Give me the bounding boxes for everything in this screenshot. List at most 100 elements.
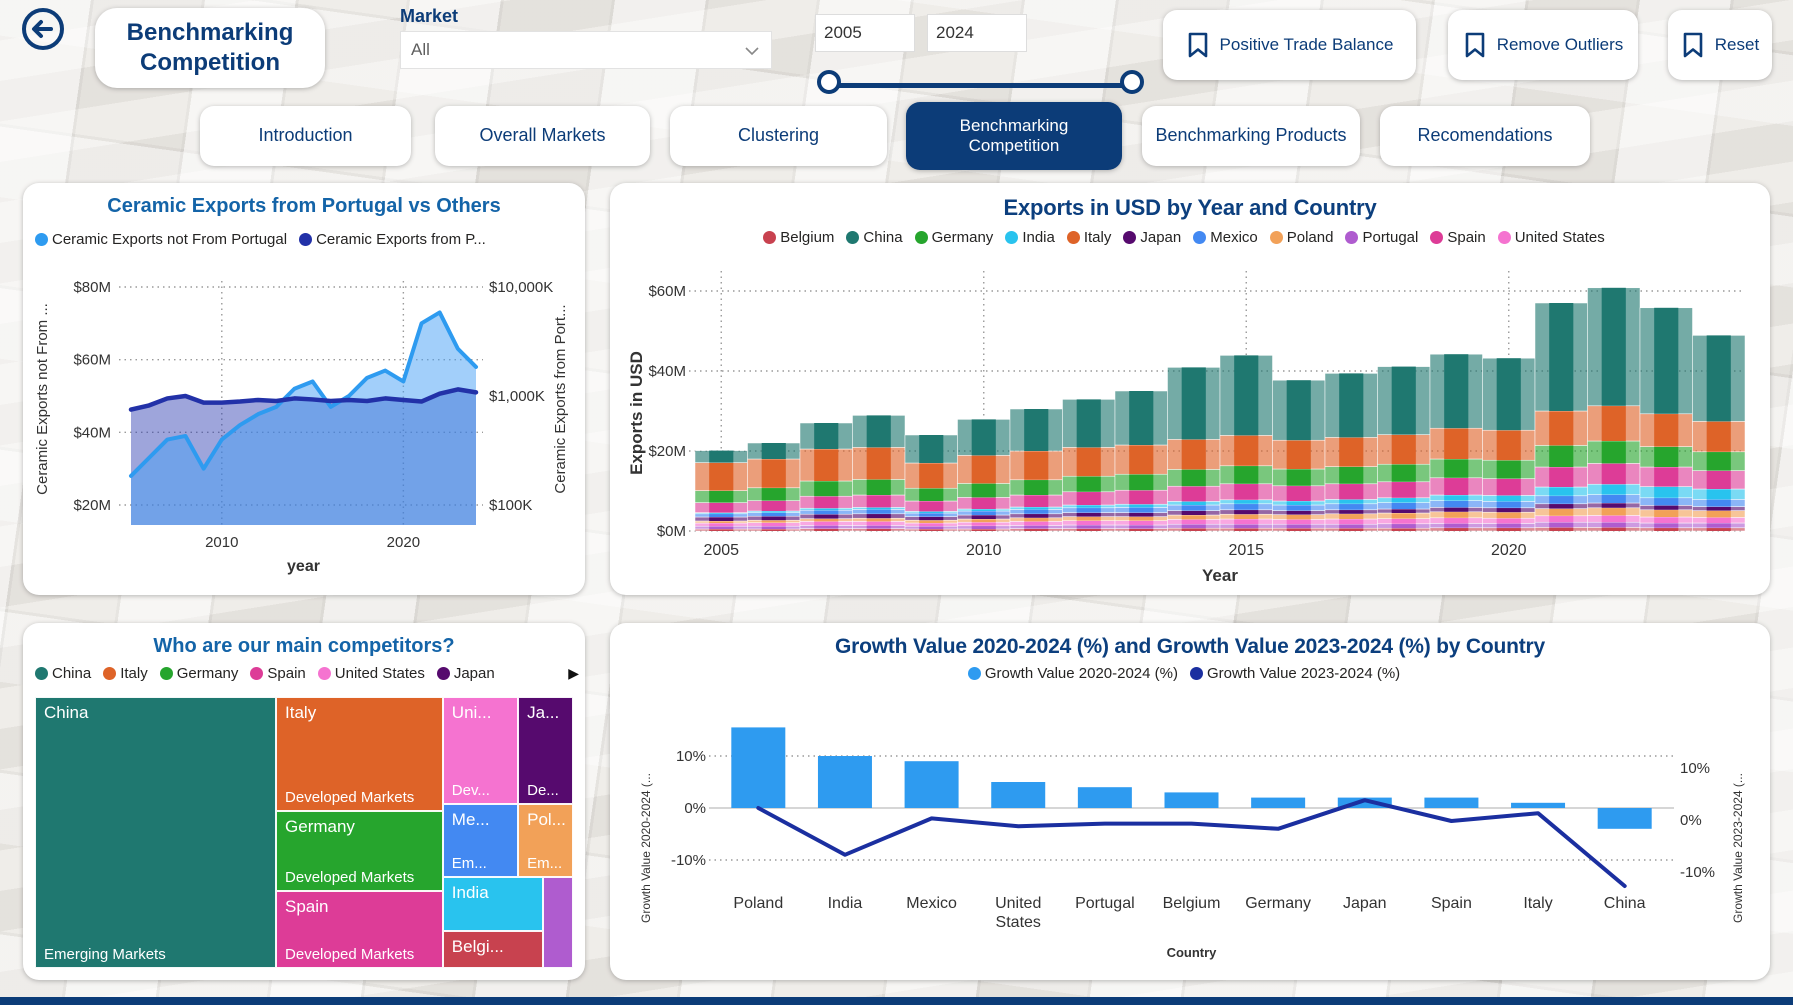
svg-text:Country: Country xyxy=(1167,945,1218,960)
svg-text:$40M: $40M xyxy=(648,363,686,380)
legend-dot xyxy=(1190,667,1203,680)
svg-text:10%: 10% xyxy=(1680,760,1710,777)
tab-recomendations[interactable]: Recomendations xyxy=(1380,106,1590,166)
legend-more-icon[interactable]: ▶ xyxy=(568,665,579,681)
chart-title: Who are our main competitors? xyxy=(153,635,455,657)
ceramic-exports-chart: $80M $60M $40M $20M 2010 2020 $10,000K $1,000K $… xyxy=(34,279,569,575)
remove-outliers-button[interactable]: Remove Outliers xyxy=(1448,10,1638,80)
svg-text:Growth Value 2023-2024 (...: Growth Value 2023-2024 (... xyxy=(1731,773,1745,923)
year-end-input[interactable] xyxy=(927,14,1027,52)
legend-dot xyxy=(250,667,264,680)
competitors-treemap: China Emerging Markets Italy Developed Mark… xyxy=(35,697,573,968)
svg-text:China: China xyxy=(1604,895,1646,912)
legend-item-united-states[interactable]: United States xyxy=(317,665,425,682)
svg-text:Belgium: Belgium xyxy=(1163,895,1221,912)
legend-item-ceramic-exports-not-from-portugal[interactable]: Ceramic Exports not From Portugal xyxy=(35,231,287,248)
growth-chart: 10% 0% -10% 10% 0% -10% Poland India Mexico Unite… xyxy=(639,727,1745,960)
market-dropdown[interactable]: All xyxy=(400,31,772,69)
svg-text:2010: 2010 xyxy=(966,542,1002,559)
legend-item-india[interactable]: India xyxy=(1005,229,1055,246)
svg-text:0%: 0% xyxy=(1680,812,1702,829)
panel-competitors: Who are our main competitors? China Italy… xyxy=(23,623,585,980)
svg-text:2020: 2020 xyxy=(1491,542,1527,559)
legend-item-italy[interactable]: Italy xyxy=(103,665,148,682)
legend-item-portugal[interactable]: Portugal xyxy=(1345,229,1418,246)
svg-text:$0M: $0M xyxy=(657,523,686,540)
tab-clustering[interactable]: Clustering xyxy=(670,106,887,166)
legend-dot xyxy=(103,667,117,680)
legend-dot xyxy=(1345,231,1359,244)
legend-item-spain[interactable]: Spain xyxy=(1430,229,1486,246)
treemap-tile-me[interactable]: Me... Em... xyxy=(442,804,519,878)
legend-dot xyxy=(1430,231,1444,244)
legend-dot xyxy=(159,667,173,680)
treemap-tile-uni[interactable]: Uni... Dev... xyxy=(442,697,519,805)
legend-dot xyxy=(1123,231,1137,244)
svg-text:States: States xyxy=(996,914,1041,931)
legend-dot xyxy=(299,233,313,246)
legend-item-germany[interactable]: Germany xyxy=(914,229,993,246)
year-range-slider[interactable] xyxy=(830,83,1133,88)
year-start-input[interactable] xyxy=(815,14,915,52)
legend-item-ceramic-exports-from-p-[interactable]: Ceramic Exports from P... xyxy=(299,231,486,248)
svg-text:Spain: Spain xyxy=(1431,895,1472,912)
panel-growth: Growth Value 2020-2024 (%) and Growth Va… xyxy=(610,623,1770,980)
treemap-tile-pol[interactable]: Pol... Em... xyxy=(518,804,573,878)
market-dropdown-value: All xyxy=(411,40,430,59)
bookmark-icon xyxy=(1683,32,1703,58)
legend-item-united-states[interactable]: United States xyxy=(1497,229,1605,246)
legend-item-china[interactable]: China xyxy=(846,229,903,246)
legend-dot xyxy=(846,231,860,244)
svg-text:Exports in USD: Exports in USD xyxy=(627,351,646,475)
back-button[interactable] xyxy=(20,6,66,52)
legend-dot xyxy=(35,667,48,680)
legend-dot xyxy=(1193,231,1207,244)
legend-item-italy[interactable]: Italy xyxy=(1066,229,1111,246)
treemap-tile-spain[interactable]: Spain Developed Markets xyxy=(276,890,443,968)
legend-item-germany[interactable]: Germany xyxy=(159,665,238,682)
treemap-tile-china[interactable]: China Emerging Markets xyxy=(35,697,277,968)
legend-item-belgium[interactable]: Belgium xyxy=(763,229,834,246)
svg-text:$20M: $20M xyxy=(648,443,686,460)
legend-dot xyxy=(436,667,450,680)
market-filter-label: Market xyxy=(400,6,459,26)
svg-text:Growth Value 2020-2024 (...: Growth Value 2020-2024 (... xyxy=(639,773,653,923)
legend-dot xyxy=(967,667,981,680)
svg-text:Mexico: Mexico xyxy=(906,895,957,912)
exports-by-country-chart: $60M $40M $20M $0M 2005 2010 2015 2020 Year Expor… xyxy=(627,271,1746,585)
treemap-tile-india[interactable]: India xyxy=(442,877,544,932)
svg-text:Japan: Japan xyxy=(1343,895,1387,912)
legend-item-japan[interactable]: Japan xyxy=(436,665,495,682)
chart-title: Ceramic Exports from Portugal vs Others xyxy=(107,195,501,217)
legend-dot xyxy=(1269,231,1283,244)
legend-item-growth-value-[interactable]: Growth Value 2020-2024 (%) xyxy=(967,665,1178,682)
treemap-tile-italy[interactable]: Italy Developed Markets xyxy=(276,697,443,812)
svg-text:United: United xyxy=(995,895,1041,912)
svg-text:Year: Year xyxy=(1202,566,1238,585)
back-arrow-icon xyxy=(22,8,64,50)
year-slider-handle-left[interactable] xyxy=(817,70,841,94)
legend-item-growth-value-[interactable]: Growth Value 2023-2024 (%) xyxy=(1190,665,1400,682)
legend-item-china[interactable]: China xyxy=(35,665,91,682)
treemap-tile-belgi[interactable]: Belgi... xyxy=(442,931,544,968)
positive-trade-balance-button[interactable]: Positive Trade Balance xyxy=(1163,10,1416,80)
svg-text:$1,000K: $1,000K xyxy=(489,388,545,405)
legend-item-japan[interactable]: Japan xyxy=(1123,229,1181,246)
tab-overall-markets[interactable]: Overall Markets xyxy=(435,106,650,166)
treemap-tile-ja[interactable]: Ja... De... xyxy=(518,697,573,805)
legend-item-poland[interactable]: Poland xyxy=(1269,229,1333,246)
legend-item-mexico[interactable]: Mexico xyxy=(1193,229,1258,246)
svg-text:Ceramic Exports not From ...: Ceramic Exports not From ... xyxy=(34,303,51,495)
svg-text:2010: 2010 xyxy=(205,534,238,551)
legend-item-spain[interactable]: Spain xyxy=(250,665,306,682)
svg-text:2020: 2020 xyxy=(387,534,420,551)
tab-benchmarking-products[interactable]: Benchmarking Products xyxy=(1142,106,1360,166)
treemap-tile[interactable] xyxy=(543,877,573,968)
svg-text:$20M: $20M xyxy=(73,497,111,514)
tab-introduction[interactable]: Introduction xyxy=(200,106,411,166)
tab-benchmarking-competition[interactable]: Benchmarking Competition xyxy=(906,102,1122,170)
reset-button[interactable]: Reset xyxy=(1668,10,1772,80)
svg-text:2015: 2015 xyxy=(1228,542,1264,559)
year-slider-handle-right[interactable] xyxy=(1120,70,1144,94)
treemap-tile-germany[interactable]: Germany Developed Markets xyxy=(276,811,443,891)
